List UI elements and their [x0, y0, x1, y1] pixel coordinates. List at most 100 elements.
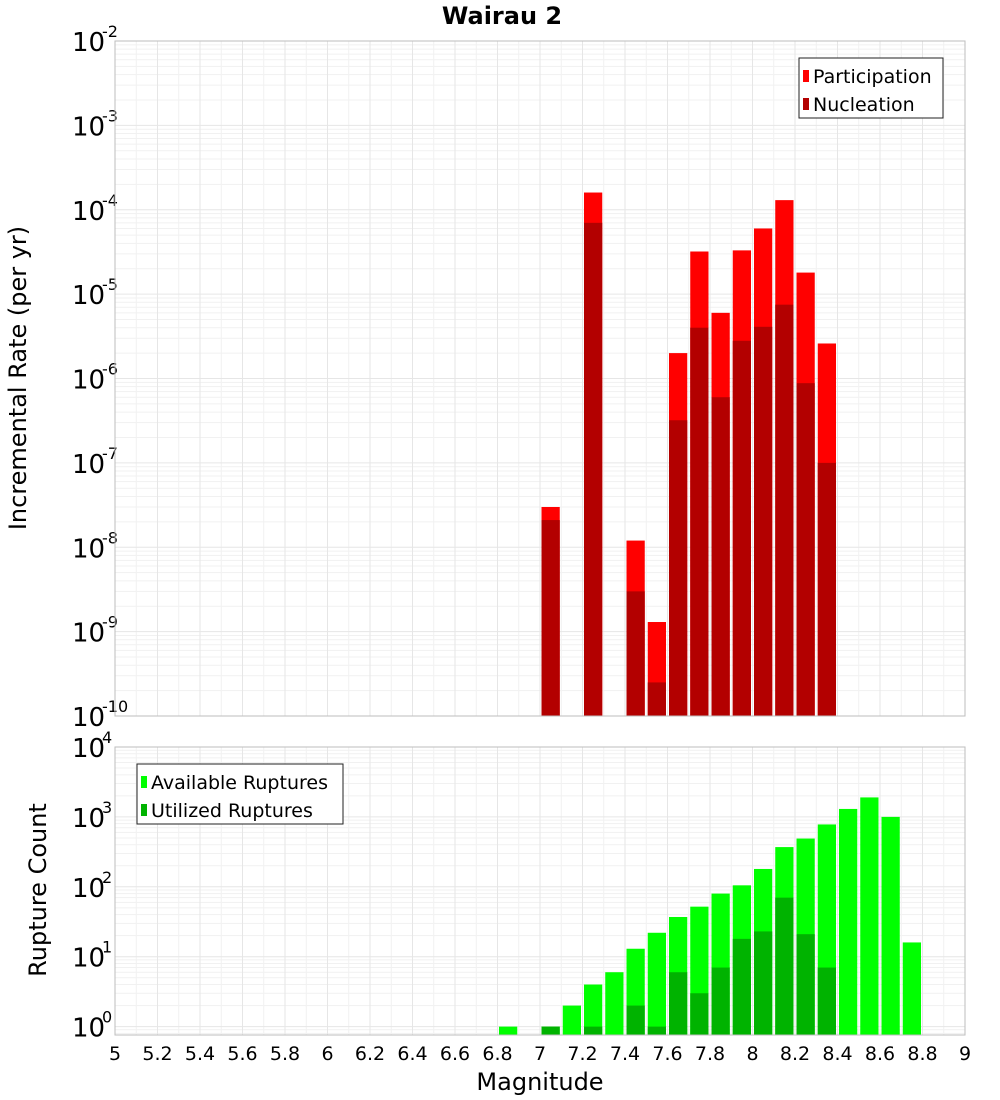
count-bar-utilized-ruptures	[647, 1026, 666, 1035]
rate-y-tick-label: 10	[72, 703, 105, 733]
count-bar-utilized-ruptures	[626, 1005, 645, 1035]
rate-legend-swatch	[803, 98, 809, 110]
rate-y-tick-exponent: -8	[102, 528, 118, 547]
rate-y-tick-exponent: -2	[102, 22, 118, 41]
count-bar-available-ruptures	[647, 932, 666, 1035]
rate-bar-nucleation	[669, 420, 688, 716]
count-axis-label: Rupture Count	[24, 803, 52, 977]
rate-bar-nucleation	[584, 222, 603, 716]
count-bar-available-ruptures	[584, 984, 603, 1035]
count-bar-available-ruptures	[562, 1005, 581, 1035]
rate-bar-nucleation	[817, 462, 836, 716]
rate-panel: 10-1010-910-810-710-610-510-410-310-2Par…	[72, 22, 966, 733]
count-bar-utilized-ruptures	[754, 931, 773, 1035]
count-bar-utilized-ruptures	[584, 1026, 603, 1035]
rate-bar-nucleation	[754, 326, 773, 716]
rate-bar-nucleation	[647, 682, 666, 716]
x-tick-label: 7.8	[695, 1043, 725, 1065]
rate-plot-border	[114, 40, 966, 717]
count-y-tick-exponent: 2	[102, 868, 112, 887]
rate-y-tick-exponent: -9	[102, 613, 118, 632]
rate-legend	[798, 57, 944, 119]
count-legend	[136, 763, 344, 825]
x-tick-label: 8.6	[865, 1043, 895, 1065]
count-bar-utilized-ruptures	[669, 972, 688, 1035]
x-tick-label: 7	[534, 1043, 546, 1065]
x-tick-label: 6.2	[355, 1043, 385, 1065]
rate-y-tick-label: 10	[72, 619, 105, 649]
count-y-tick-exponent: 0	[102, 1008, 112, 1027]
count-plot-border	[114, 746, 966, 1036]
x-tick-label: 7.6	[652, 1043, 682, 1065]
rate-y-tick-label: 10	[72, 450, 105, 480]
x-tick-label: 8	[746, 1043, 758, 1065]
count-bar-utilized-ruptures	[541, 1026, 560, 1035]
x-tick-label: 7.4	[610, 1043, 640, 1065]
rate-legend-label: Participation	[813, 66, 932, 88]
count-y-tick-exponent: 1	[102, 938, 112, 957]
chart-title: Wairau 2	[442, 2, 562, 30]
magnitude-axis-label: Magnitude	[476, 1068, 603, 1096]
count-legend-swatch	[141, 804, 147, 816]
rate-bar-nucleation	[732, 340, 751, 716]
x-tick-label: 9	[959, 1043, 971, 1065]
x-tick-label: 6.8	[482, 1043, 512, 1065]
x-tick-label: 5	[109, 1043, 121, 1065]
rate-y-tick-exponent: -7	[102, 444, 118, 463]
count-bar-utilized-ruptures	[732, 938, 751, 1035]
count-bar-utilized-ruptures	[775, 897, 794, 1035]
rate-y-tick-label: 10	[72, 534, 105, 564]
x-tick-label: 5.8	[270, 1043, 300, 1065]
count-bar-utilized-ruptures	[817, 967, 836, 1035]
rate-bar-nucleation	[775, 304, 794, 716]
count-bar-utilized-ruptures	[796, 934, 815, 1035]
x-tick-label: 6	[321, 1043, 333, 1065]
x-tick-label: 8.8	[907, 1043, 937, 1065]
rate-y-tick-label: 10	[72, 28, 105, 58]
rate-legend-swatch	[803, 70, 809, 82]
x-tick-label: 7.2	[567, 1043, 597, 1065]
rate-bar-nucleation	[541, 520, 560, 716]
count-legend-label: Available Ruptures	[151, 772, 328, 794]
rate-y-tick-exponent: -3	[102, 106, 118, 125]
count-bar-available-ruptures	[902, 942, 921, 1035]
count-y-tick-exponent: 4	[102, 728, 112, 747]
x-tick-label: 8.2	[780, 1043, 810, 1065]
x-tick-label: 5.2	[142, 1043, 172, 1065]
count-bar-available-ruptures	[881, 816, 900, 1035]
count-y-tick-label: 10	[72, 874, 105, 904]
count-bar-available-ruptures	[839, 808, 858, 1035]
rate-legend-label: Nucleation	[813, 94, 915, 116]
rate-y-tick-label: 10	[72, 281, 105, 311]
rate-y-tick-exponent: -6	[102, 360, 118, 379]
count-bar-utilized-ruptures	[711, 967, 730, 1035]
count-y-tick-label: 10	[72, 734, 105, 764]
count-bar-available-ruptures	[860, 797, 879, 1035]
count-bar-utilized-ruptures	[690, 993, 709, 1035]
x-tick-label: 8.4	[822, 1043, 852, 1065]
count-y-tick-label: 10	[72, 1014, 105, 1044]
count-legend-label: Utilized Ruptures	[151, 800, 313, 822]
x-tick-label: 6.6	[440, 1043, 470, 1065]
rate-axis-label: Incremental Rate (per yr)	[4, 226, 32, 530]
rate-bar-nucleation	[796, 383, 815, 716]
rate-y-tick-label: 10	[72, 366, 105, 396]
rate-bar-nucleation	[626, 591, 645, 716]
count-y-tick-exponent: 3	[102, 798, 112, 817]
rate-bar-nucleation	[711, 397, 730, 716]
count-y-tick-label: 10	[72, 804, 105, 834]
rate-bar-nucleation	[690, 327, 709, 716]
x-tick-label: 5.6	[227, 1043, 257, 1065]
count-legend-swatch	[141, 776, 147, 788]
rate-y-tick-exponent: -4	[102, 191, 118, 210]
x-tick-label: 5.4	[185, 1043, 215, 1065]
rate-y-tick-label: 10	[72, 112, 105, 142]
rate-y-tick-label: 10	[72, 197, 105, 227]
x-tick-label: 6.4	[397, 1043, 427, 1065]
count-bar-available-ruptures	[605, 972, 624, 1035]
count-y-tick-label: 10	[72, 944, 105, 974]
count-bar-available-ruptures	[499, 1026, 518, 1035]
rate-y-tick-exponent: -5	[102, 275, 118, 294]
